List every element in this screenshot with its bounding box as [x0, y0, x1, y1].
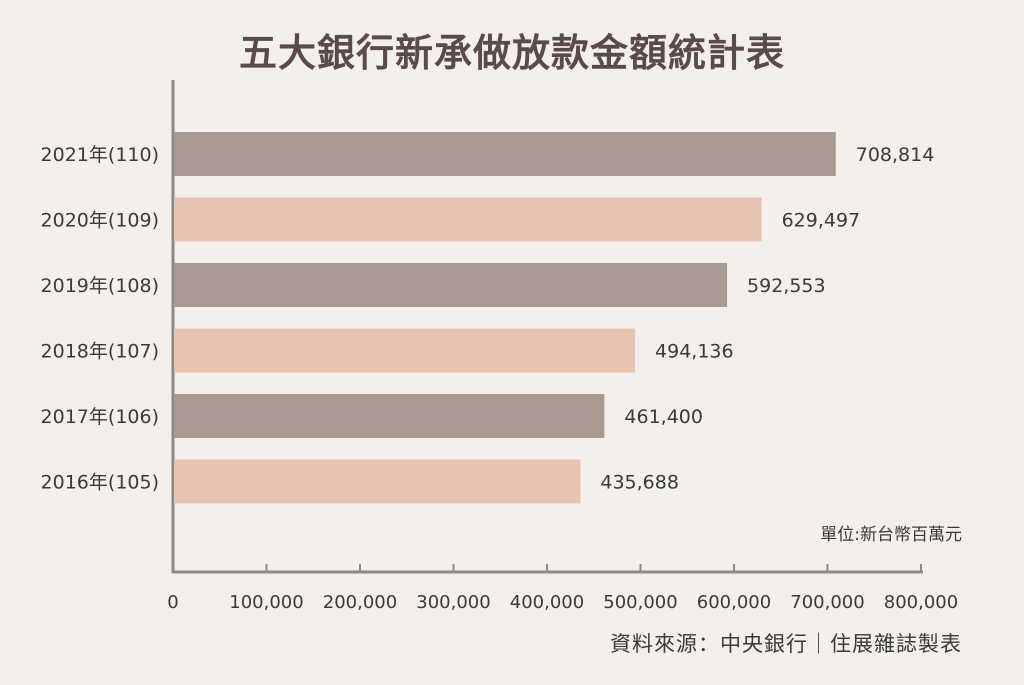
x-tick-label: 400,000: [510, 592, 584, 613]
category-label: 2017年(106): [41, 406, 159, 428]
category-label: 2019年(108): [41, 275, 159, 297]
source-note: 資料來源：中央銀行｜住展雜誌製表: [610, 632, 962, 656]
bar: [174, 328, 636, 373]
x-tick-label: 800,000: [884, 592, 958, 613]
x-tick-label: 500,000: [603, 592, 677, 613]
data-label: 592,553: [747, 275, 826, 297]
data-label: 461,400: [624, 406, 703, 428]
x-tick-label: 100,000: [229, 592, 303, 613]
x-tick-label: 700,000: [790, 592, 864, 613]
unit-label: 單位:新台幣百萬元: [820, 525, 962, 545]
x-tick-label: 300,000: [416, 592, 490, 613]
bar: [174, 197, 762, 242]
category-label: 2021年(110): [41, 144, 159, 166]
data-label: 708,814: [856, 144, 935, 166]
chart-title: 五大銀行新承做放款金額統計表: [238, 30, 785, 75]
x-tick-label: 0: [167, 592, 178, 613]
bar: [174, 132, 836, 176]
data-label: 435,688: [600, 472, 679, 494]
bar: [174, 394, 605, 438]
x-tick-label: 200,000: [323, 592, 397, 613]
x-tick-label: 600,000: [697, 592, 771, 613]
category-label: 2020年(109): [41, 210, 159, 232]
data-label: 494,136: [655, 341, 734, 363]
category-label: 2016年(105): [41, 472, 159, 494]
bar: [174, 263, 728, 307]
bar: [174, 459, 581, 504]
data-label: 629,497: [782, 210, 861, 232]
category-label: 2018年(107): [41, 341, 159, 363]
